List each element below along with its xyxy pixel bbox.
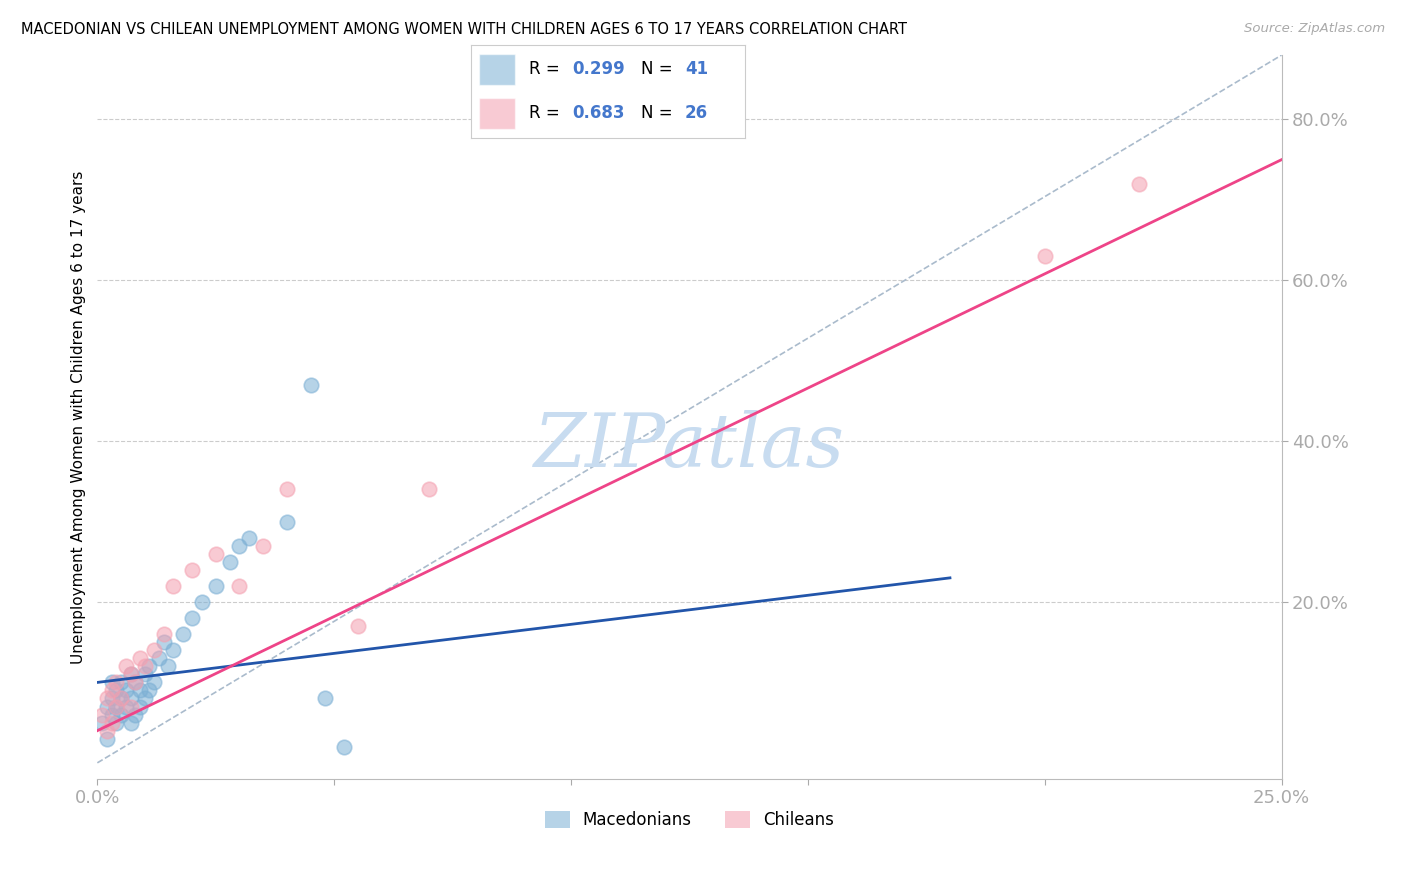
Point — [181, 563, 204, 577]
Point — [190, 595, 212, 609]
Point — [204, 547, 226, 561]
Legend: Macedonians, Chileans: Macedonians, Chileans — [538, 805, 841, 836]
Text: 41: 41 — [685, 61, 709, 78]
Point — [105, 675, 128, 690]
Point — [96, 699, 118, 714]
Point — [1033, 249, 1056, 263]
Point — [1128, 177, 1150, 191]
Point — [299, 377, 322, 392]
Point — [219, 555, 242, 569]
Point — [148, 651, 170, 665]
Point — [100, 707, 122, 722]
Point — [162, 643, 184, 657]
Point — [134, 667, 156, 681]
Point — [110, 691, 132, 706]
Point — [172, 627, 194, 641]
Text: 0.683: 0.683 — [572, 104, 624, 122]
Point — [124, 707, 146, 722]
Point — [100, 691, 122, 706]
Point — [143, 643, 166, 657]
Point — [181, 611, 204, 625]
Point — [204, 579, 226, 593]
Point — [110, 707, 132, 722]
Text: 0.299: 0.299 — [572, 61, 626, 78]
Point — [120, 691, 142, 706]
Point — [100, 683, 122, 698]
Point — [129, 699, 152, 714]
Point — [228, 539, 250, 553]
Point — [124, 675, 146, 690]
Point — [91, 707, 114, 722]
Point — [91, 715, 114, 730]
Point — [114, 683, 136, 698]
Y-axis label: Unemployment Among Women with Children Ages 6 to 17 years: Unemployment Among Women with Children A… — [72, 170, 86, 664]
Text: N =: N = — [641, 61, 678, 78]
Point — [105, 699, 128, 714]
Text: R =: R = — [529, 104, 565, 122]
Point — [120, 715, 142, 730]
Point — [100, 675, 122, 690]
Point — [162, 579, 184, 593]
Point — [228, 579, 250, 593]
Text: ZIPatlas: ZIPatlas — [534, 409, 845, 483]
Point — [120, 667, 142, 681]
Point — [105, 699, 128, 714]
Point — [110, 675, 132, 690]
Point — [96, 723, 118, 738]
Point — [105, 715, 128, 730]
Point — [418, 483, 440, 497]
Point — [157, 659, 180, 673]
Point — [114, 699, 136, 714]
Point — [110, 691, 132, 706]
Text: 26: 26 — [685, 104, 709, 122]
Point — [138, 659, 160, 673]
FancyBboxPatch shape — [479, 54, 515, 85]
Point — [134, 691, 156, 706]
Point — [152, 627, 174, 641]
Point — [134, 659, 156, 673]
Point — [100, 715, 122, 730]
Text: Source: ZipAtlas.com: Source: ZipAtlas.com — [1244, 22, 1385, 36]
Point — [138, 683, 160, 698]
Point — [120, 667, 142, 681]
Text: MACEDONIAN VS CHILEAN UNEMPLOYMENT AMONG WOMEN WITH CHILDREN AGES 6 TO 17 YEARS : MACEDONIAN VS CHILEAN UNEMPLOYMENT AMONG… — [21, 22, 907, 37]
Point — [129, 683, 152, 698]
Text: R =: R = — [529, 61, 565, 78]
Point — [96, 691, 118, 706]
Point — [152, 635, 174, 649]
Point — [238, 531, 260, 545]
Point — [252, 539, 274, 553]
Point — [120, 699, 142, 714]
Point — [124, 675, 146, 690]
Point — [332, 739, 354, 754]
FancyBboxPatch shape — [479, 98, 515, 129]
Point — [276, 483, 298, 497]
Point — [96, 731, 118, 746]
Point — [129, 651, 152, 665]
Point — [143, 675, 166, 690]
Point — [105, 683, 128, 698]
Point — [314, 691, 336, 706]
Point — [347, 619, 370, 633]
Point — [114, 659, 136, 673]
Text: N =: N = — [641, 104, 678, 122]
Point — [276, 515, 298, 529]
